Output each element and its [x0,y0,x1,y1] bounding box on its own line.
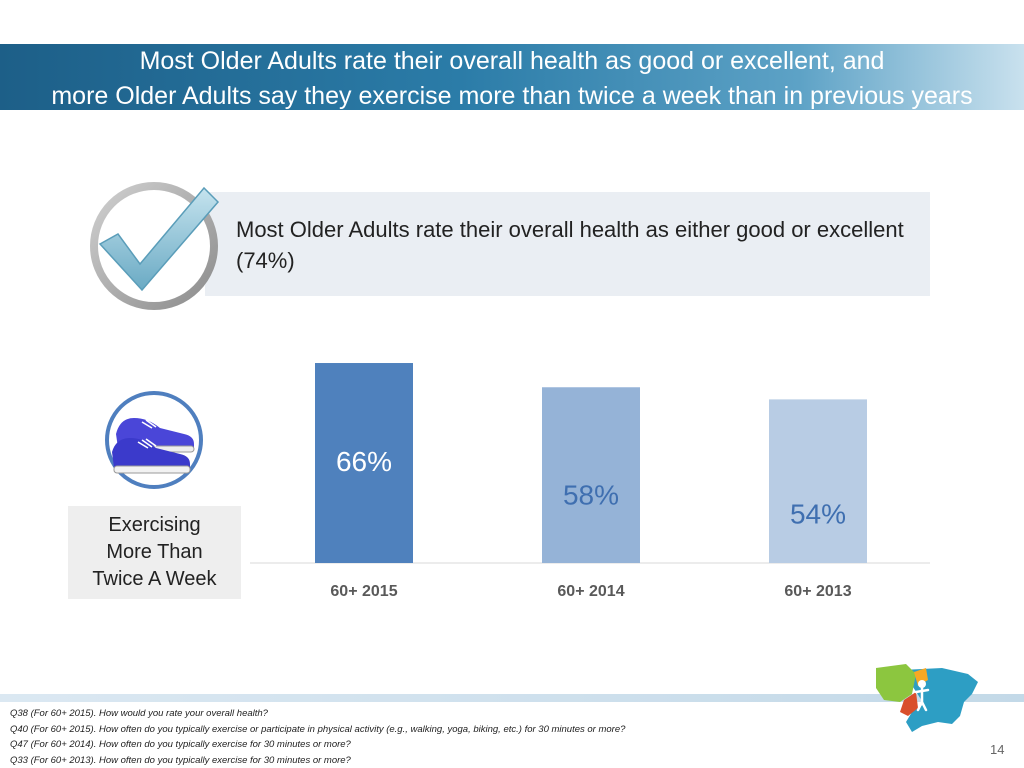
slide-title: Most Older Adults rate their overall hea… [0,44,1024,114]
data-label: 58% [563,479,619,510]
exercise-label-line-3: Twice A Week [92,568,217,590]
x-tick-label: 60+ 2015 [330,583,397,600]
footnote-q38: Q38 (For 60+ 2015). How would you rate y… [10,708,268,719]
footnotes: Q38 (For 60+ 2015). How would you rate y… [10,706,910,768]
x-tick-label: 60+ 2014 [557,583,624,600]
health-callout-box [205,192,930,296]
health-callout-text: Most Older Adults rate their overall hea… [236,217,904,273]
sneakers-icon [104,390,204,490]
exercise-label-box: Exercising More Than Twice A Week [68,506,241,599]
title-line-1: Most Older Adults rate their overall hea… [139,47,885,75]
footnote-q47: Q47 (For 60+ 2014). How often do you typ… [10,739,351,750]
bottom-band [0,694,1024,702]
checkmark-icon [86,178,222,314]
x-tick-label: 60+ 2013 [784,583,851,600]
exercise-label-line-1: Exercising [108,514,201,536]
data-label: 66% [336,446,392,477]
exercise-bar-chart: 66% 60+ 2015 58% 60+ 2014 54% 60+ 2013 [250,363,930,600]
footnote-q40: Q40 (For 60+ 2015). How often do you typ… [10,723,626,735]
title-line-2: more Older Adults say they exercise more… [51,82,973,110]
data-label: 54% [790,498,846,529]
bar-60-2014 [542,387,640,563]
title-band [0,44,1024,110]
exercise-label-line-2: More Than [106,541,203,563]
page-number: 14 [990,742,1005,757]
footnote-q33: Q33 (For 60+ 2013). How often do you typ… [10,754,351,766]
bar-60-2013 [769,399,867,563]
us-map-logo [872,660,982,738]
bar-60-2015 [315,363,413,563]
